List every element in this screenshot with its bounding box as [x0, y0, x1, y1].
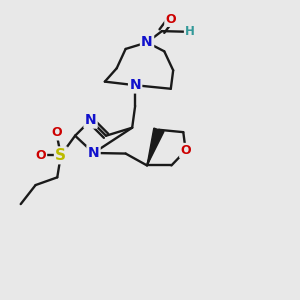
- Text: O: O: [166, 13, 176, 26]
- Polygon shape: [147, 128, 164, 166]
- Text: O: O: [51, 126, 62, 139]
- Text: H: H: [185, 25, 195, 38]
- Text: N: N: [129, 78, 141, 92]
- Text: N: N: [85, 113, 96, 127]
- Text: O: O: [35, 149, 46, 162]
- Text: N: N: [141, 35, 153, 50]
- Text: N: N: [88, 146, 99, 160]
- Text: S: S: [55, 148, 66, 163]
- Text: O: O: [180, 144, 191, 157]
